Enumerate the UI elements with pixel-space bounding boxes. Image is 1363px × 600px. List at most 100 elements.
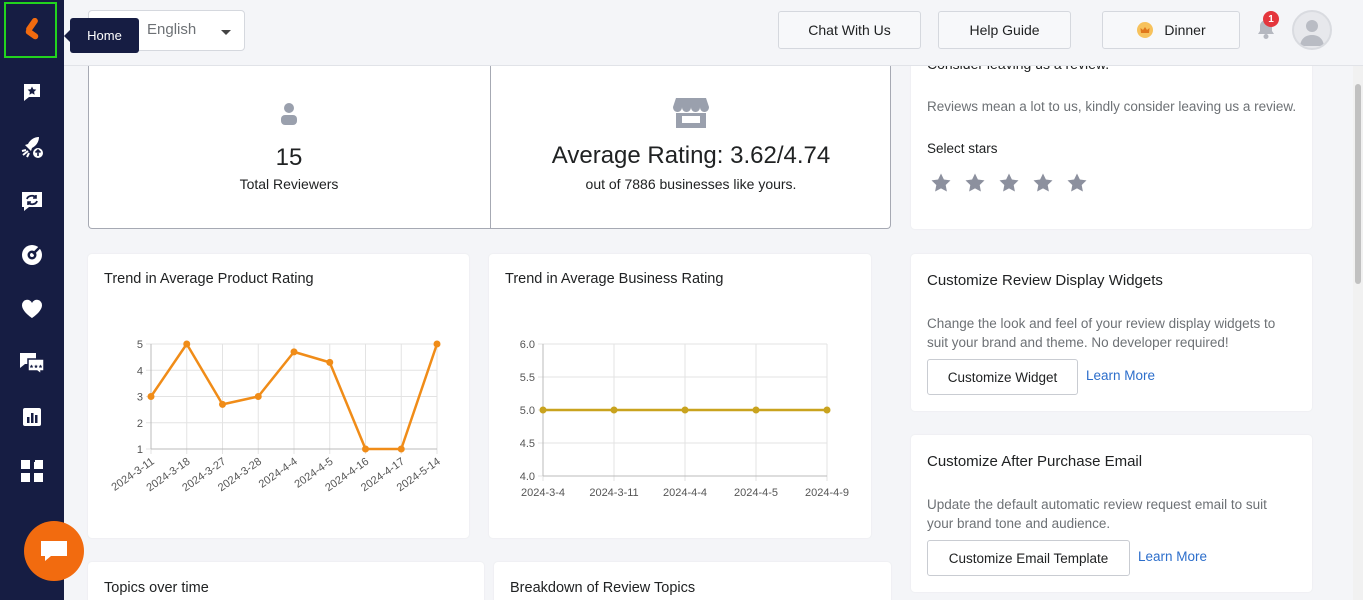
customize-widgets-title: Customize Review Display Widgets bbox=[927, 272, 1163, 289]
y-tick-label: 2 bbox=[137, 418, 143, 430]
x-tick-label: 2024-3-11 bbox=[589, 487, 638, 499]
sidebar-nav bbox=[0, 0, 64, 600]
sidebar-item-analytics[interactable] bbox=[0, 395, 64, 439]
analytics-icon bbox=[23, 408, 41, 426]
crown-badge-icon bbox=[1137, 22, 1154, 38]
chat-reviews-icon bbox=[20, 353, 45, 375]
chevron-down-icon bbox=[221, 30, 231, 35]
star-2-icon[interactable] bbox=[964, 172, 986, 194]
data-point[interactable] bbox=[147, 393, 155, 400]
stats-card: 15 Total Reviewers Average Rating: 3.62/… bbox=[88, 66, 891, 229]
y-tick-label: 4.5 bbox=[520, 438, 535, 450]
product-rating-chart: 123452024-3-112024-3-182024-3-272024-3-2… bbox=[109, 339, 442, 494]
y-tick-label: 3 bbox=[137, 392, 143, 404]
top-bar: English Chat With Us Help Guide Dinner 1 bbox=[64, 0, 1363, 66]
leave-review-body: Reviews mean a lot to us, kindly conside… bbox=[927, 99, 1297, 114]
user-avatar[interactable] bbox=[1292, 10, 1332, 50]
topics-over-time-title: Topics over time bbox=[104, 580, 209, 596]
live-chat-button[interactable] bbox=[24, 521, 84, 581]
notification-badge: 1 bbox=[1263, 11, 1279, 27]
data-point[interactable] bbox=[681, 406, 689, 414]
person-icon bbox=[281, 103, 297, 125]
scrollbar-thumb[interactable] bbox=[1355, 84, 1361, 284]
y-tick-label: 5.5 bbox=[520, 372, 535, 384]
customize-widgets-body-1: Change the look and feel of your review … bbox=[927, 316, 1276, 331]
review-topics-breakdown-card: Breakdown of Review Topics bbox=[494, 562, 891, 600]
star-3-icon[interactable] bbox=[998, 172, 1020, 194]
star-5-icon[interactable] bbox=[1066, 172, 1088, 194]
data-point[interactable] bbox=[254, 393, 262, 400]
x-tick-label: 2024-4-4 bbox=[663, 487, 707, 499]
x-tick-label: 2024-4-5 bbox=[734, 487, 778, 499]
target-icon bbox=[22, 245, 42, 265]
reviews-star-icon bbox=[24, 84, 40, 101]
data-point[interactable] bbox=[290, 348, 298, 356]
customize-widgets-card: Customize Review Display Widgets Change … bbox=[911, 254, 1312, 411]
data-point[interactable] bbox=[823, 406, 831, 414]
star-1-icon[interactable] bbox=[930, 172, 952, 194]
topics-over-time-card: Topics over time bbox=[88, 562, 484, 600]
language-value: English bbox=[147, 21, 197, 38]
y-tick-label: 5 bbox=[137, 339, 143, 351]
heart-icon bbox=[21, 299, 43, 318]
select-stars-label: Select stars bbox=[927, 141, 998, 156]
email-learn-more-link[interactable]: Learn More bbox=[1138, 549, 1208, 564]
chat-icon bbox=[41, 541, 67, 561]
average-rating-subtitle: out of 7886 businesses like yours. bbox=[585, 176, 797, 192]
sidebar-item-favorites[interactable] bbox=[0, 287, 64, 331]
page-scrollbar[interactable] bbox=[1353, 66, 1363, 600]
widgets-learn-more-link[interactable]: Learn More bbox=[1086, 368, 1156, 383]
x-tick-label: 2024-3-4 bbox=[521, 487, 565, 499]
sidebar-item-chat-reviews[interactable] bbox=[0, 341, 64, 385]
data-point[interactable] bbox=[433, 340, 441, 348]
plan-label: Dinner bbox=[1164, 22, 1206, 38]
customize-email-title: Customize After Purchase Email bbox=[927, 453, 1143, 470]
business-rating-chart-card: Trend in Average Business Rating 4.0 4.5 5… bbox=[489, 254, 871, 538]
customize-email-template-button[interactable]: Customize Email Template bbox=[927, 540, 1130, 576]
brand-logo-icon bbox=[25, 18, 38, 40]
launch-rocket-icon bbox=[21, 137, 43, 158]
total-reviewers-value: 15 bbox=[275, 144, 303, 171]
business-rating-chart: 4.0 4.5 5.0 5.5 6.0 2024-3-4 2024-3-11 2024-4-4… bbox=[520, 339, 849, 499]
customize-widgets-body-2: suit your brand and theme. No developer … bbox=[927, 335, 1229, 350]
data-point[interactable] bbox=[610, 406, 618, 414]
help-guide-button[interactable]: Help Guide bbox=[938, 11, 1071, 49]
y-tick-label: 6.0 bbox=[520, 339, 535, 351]
average-rating-value: Average Rating: 3.62/4.74 bbox=[551, 142, 831, 169]
y-tick-label: 5.0 bbox=[520, 405, 535, 417]
plan-button[interactable]: Dinner bbox=[1102, 11, 1240, 49]
customize-email-body-2: your brand tone and audience. bbox=[927, 516, 1111, 531]
data-point[interactable] bbox=[362, 445, 369, 453]
product-rating-chart-title: Trend in Average Product Rating bbox=[104, 271, 314, 287]
star-rating-input bbox=[930, 172, 1088, 194]
user-icon bbox=[1300, 20, 1324, 46]
customize-email-card: Customize After Purchase Email Update th… bbox=[911, 435, 1312, 592]
sidebar-item-sync[interactable] bbox=[0, 179, 64, 223]
x-tick-label: 2024-4-9 bbox=[805, 487, 849, 499]
sidebar-item-apps[interactable] bbox=[0, 449, 64, 493]
chat-with-us-button[interactable]: Chat With Us bbox=[778, 11, 921, 49]
y-tick-label: 1 bbox=[137, 444, 143, 456]
y-tick-label: 4.0 bbox=[520, 471, 535, 483]
customize-widget-button[interactable]: Customize Widget bbox=[927, 359, 1078, 395]
stats-divider bbox=[490, 66, 491, 228]
data-point[interactable] bbox=[183, 340, 191, 348]
product-rating-chart-card: Trend in Average Product Rating 1 2 3 4 5 202… bbox=[88, 254, 469, 538]
sidebar-item-target[interactable] bbox=[0, 233, 64, 277]
data-point[interactable] bbox=[397, 445, 405, 453]
apps-grid-icon bbox=[21, 459, 43, 482]
star-4-icon[interactable] bbox=[1032, 172, 1054, 194]
data-point[interactable] bbox=[219, 400, 226, 408]
review-topics-breakdown-title: Breakdown of Review Topics bbox=[510, 580, 696, 596]
sidebar-item-home[interactable] bbox=[4, 2, 57, 58]
data-point[interactable] bbox=[752, 406, 760, 414]
store-icon bbox=[673, 98, 709, 128]
sidebar-item-reviews[interactable] bbox=[0, 70, 64, 114]
sidebar-item-campaigns[interactable] bbox=[0, 125, 64, 169]
data-point[interactable] bbox=[326, 358, 334, 366]
y-tick-label: 4 bbox=[137, 365, 143, 377]
home-tooltip: Home bbox=[64, 18, 139, 53]
data-point[interactable] bbox=[539, 406, 547, 414]
sync-icon bbox=[22, 192, 42, 211]
business-rating-chart-title: Trend in Average Business Rating bbox=[505, 271, 724, 287]
